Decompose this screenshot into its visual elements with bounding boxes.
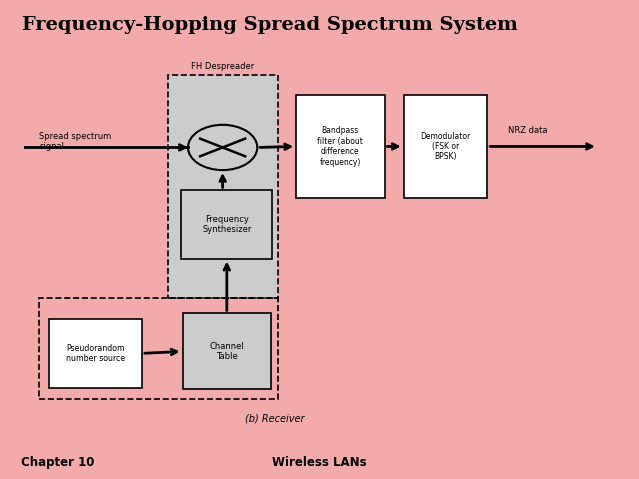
Text: FH Despreader: FH Despreader <box>191 62 254 71</box>
Text: (b) Receiver: (b) Receiver <box>245 414 305 424</box>
Bar <box>39 298 278 399</box>
Bar <box>183 313 271 389</box>
Text: NRZ data: NRZ data <box>508 126 548 135</box>
Text: Channel
Table: Channel Table <box>210 342 244 361</box>
Text: Demodulator
(FSK or
BPSK): Demodulator (FSK or BPSK) <box>420 132 470 161</box>
Text: Spread spectrum
signal: Spread spectrum signal <box>39 132 111 151</box>
Bar <box>167 75 278 298</box>
Text: Frequency
Synthesizer: Frequency Synthesizer <box>202 215 252 234</box>
Circle shape <box>188 125 258 170</box>
Bar <box>49 319 142 388</box>
Bar <box>181 190 272 259</box>
Bar <box>296 95 385 198</box>
Text: Frequency-Hopping Spread Spectrum System: Frequency-Hopping Spread Spectrum System <box>22 15 518 34</box>
Text: Pseudorandom
number source: Pseudorandom number source <box>66 343 125 363</box>
Text: Bandpass
filter (about
difference
frequency): Bandpass filter (about difference freque… <box>318 126 364 167</box>
Text: Wireless LANs: Wireless LANs <box>272 456 367 469</box>
Text: Chapter 10: Chapter 10 <box>21 456 94 469</box>
Bar <box>404 95 488 198</box>
